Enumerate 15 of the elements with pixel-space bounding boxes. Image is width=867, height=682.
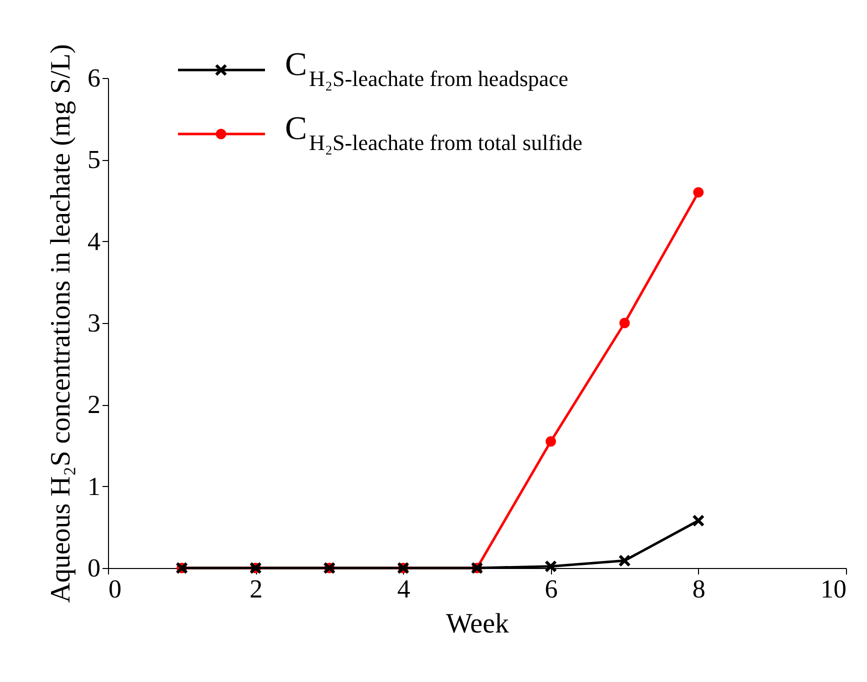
x-tick-label: 10 (820, 574, 846, 604)
y-tick-label: 2 (88, 390, 100, 420)
x-tick-label: 2 (250, 574, 263, 604)
x-axis-title: Week (446, 608, 510, 640)
y-tick-label: 3 (88, 308, 100, 338)
x-tick-label: 4 (397, 574, 410, 604)
y-tick-label: 5 (88, 145, 100, 174)
x-tick-label: 0 (108, 574, 122, 604)
y-tick-label: 1 (88, 472, 100, 501)
x-tick-label: 6 (544, 574, 558, 604)
y-tick-label: 0 (88, 554, 100, 582)
y-tick-label: 6 (88, 64, 100, 92)
x-tick-label: 8 (692, 574, 706, 604)
y-tick-label: 4 (88, 226, 100, 256)
y-axis-title: Aqueous H₂S concentrations in leachate (mg S/L) (46, 44, 76, 603)
